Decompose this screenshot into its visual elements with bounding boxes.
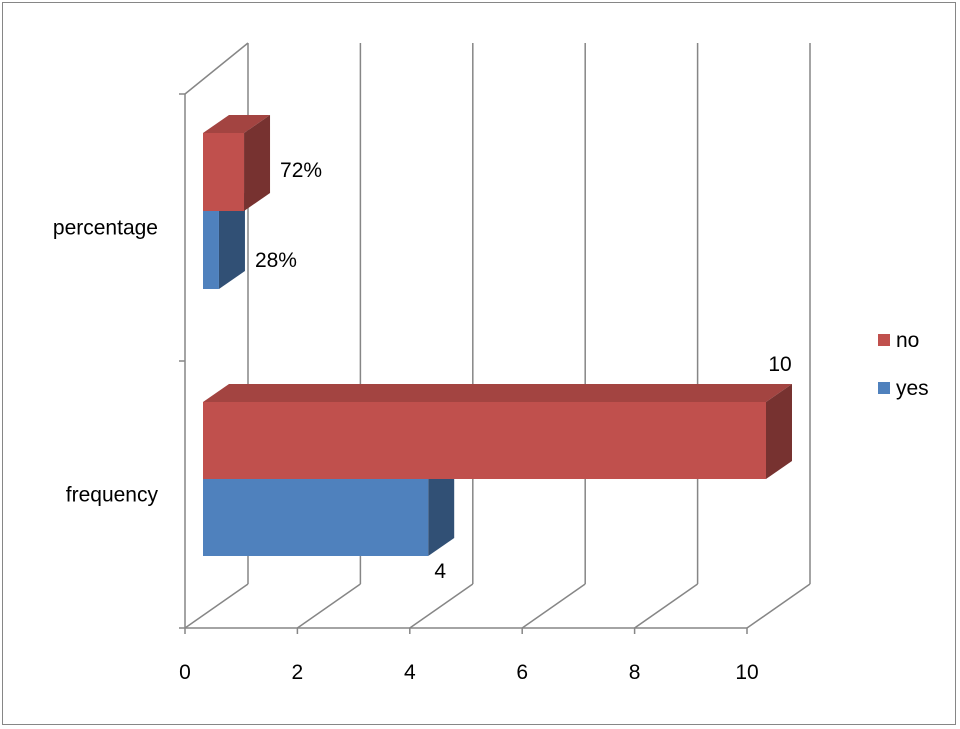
- bar-side-no-percentage: [244, 115, 271, 211]
- legend-label-yes: yes: [896, 377, 929, 400]
- legend-label-no: no: [896, 329, 919, 352]
- x-tick-label-8: 8: [629, 661, 641, 684]
- y-tick-label-frequency: frequency: [66, 484, 159, 507]
- x-tick-label-4: 4: [404, 661, 416, 684]
- x-tick-label-6: 6: [516, 661, 528, 684]
- y-axis-top-edge: [184, 42, 249, 95]
- legend: no yes: [878, 329, 929, 400]
- floor-gridline-10: [746, 583, 811, 629]
- floor-gridline-2: [296, 583, 361, 629]
- bar-top-no-frequency: [203, 384, 792, 402]
- x-tick-label-2: 2: [292, 661, 304, 684]
- bar-side-yes-frequency: [428, 461, 455, 556]
- axes: 0 2 4 6 8 10: [179, 42, 759, 684]
- bar-top-no-percentage: [203, 115, 271, 133]
- legend-swatch-yes: [878, 382, 890, 394]
- floor-gridline-6: [521, 583, 586, 629]
- bar-yes-frequency: [203, 479, 429, 556]
- y-tick-label-percentage: percentage: [53, 217, 158, 240]
- data-label-yes-percentage: 28%: [255, 249, 297, 272]
- floor-gridline-0: [184, 583, 249, 629]
- bar-no-percentage: [203, 133, 245, 211]
- legend-swatch-no: [878, 334, 890, 346]
- bar-side-no-frequency: [766, 384, 792, 479]
- bars: [203, 115, 792, 556]
- floor-gridline-4: [409, 583, 474, 629]
- bar-side-yes-percentage: [218, 193, 245, 289]
- x-tick-label-0: 0: [179, 661, 191, 684]
- labels: frequency 4 10 percentage 28% 72%: [53, 159, 792, 583]
- floor-gridline-8: [634, 583, 699, 629]
- bar-no-frequency: [203, 402, 766, 479]
- data-label-no-frequency: 10: [768, 353, 791, 376]
- bar-yes-percentage: [203, 211, 219, 289]
- x-tick-label-10: 10: [735, 661, 758, 684]
- data-label-no-percentage: 72%: [280, 159, 322, 182]
- data-label-yes-frequency: 4: [434, 560, 446, 583]
